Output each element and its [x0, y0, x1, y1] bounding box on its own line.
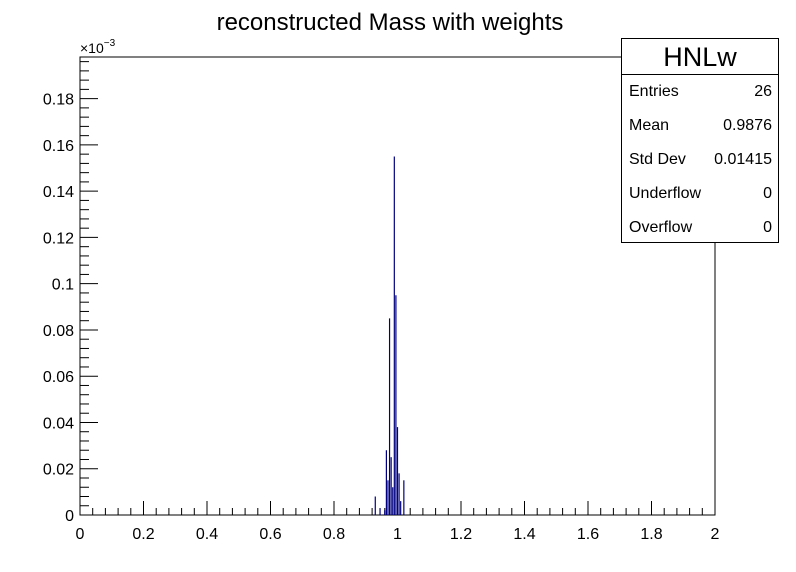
y-tick-label: 0.18 — [43, 92, 74, 109]
stats-label: Entries — [629, 83, 679, 100]
stats-value: 0.01415 — [714, 151, 772, 168]
stats-value: 0.9876 — [723, 117, 772, 134]
histogram-bars — [374, 156, 405, 515]
y-tick-label: 0.1 — [52, 277, 74, 294]
x-tick-label: 1.2 — [450, 526, 472, 543]
stats-row-overflow: Overflow 0 — [622, 211, 778, 245]
stats-label: Underflow — [629, 185, 702, 202]
stats-value: 0 — [763, 219, 772, 236]
y-exponent-base: ×10 — [80, 40, 104, 56]
y-tick-label: 0.04 — [43, 415, 74, 432]
stats-row-std-dev: Std Dev 0.01415 — [622, 143, 778, 177]
stats-value: 0 — [763, 185, 772, 202]
x-tick-label: 0 — [76, 526, 85, 543]
x-tick-label: 1.8 — [640, 526, 662, 543]
x-tick-label: 1 — [393, 526, 402, 543]
x-tick-label: 1.4 — [513, 526, 535, 543]
chart-title: reconstructed Mass with weights — [217, 9, 564, 36]
stats-label: Mean — [629, 117, 670, 134]
y-tick-label: 0 — [65, 508, 74, 525]
stats-title: HNLw — [622, 39, 778, 75]
y-tick-label: 0.06 — [43, 369, 74, 386]
stats-row-mean: Mean 0.9876 — [622, 109, 778, 143]
x-tick-label: 0.2 — [132, 526, 154, 543]
stats-row-entries: Entries 26 — [622, 75, 778, 109]
y-tick-label: 0.02 — [43, 462, 74, 479]
stats-row-underflow: Underflow 0 — [622, 177, 778, 211]
y-exponent-label: ×10−3 — [80, 38, 116, 56]
stats-label: Std Dev — [629, 151, 686, 168]
stats-value: 26 — [754, 83, 772, 100]
x-tick-label: 1.6 — [577, 526, 599, 543]
x-tick-label: 0.8 — [323, 526, 345, 543]
x-tick-label: 0.6 — [259, 526, 281, 543]
y-tick-label: 0.14 — [43, 184, 74, 201]
stats-box: HNLw Entries 26 Mean 0.9876 Std Dev 0.01… — [621, 38, 779, 243]
x-tick-label: 2 — [711, 526, 720, 543]
y-tick-label: 0.16 — [43, 138, 74, 155]
stats-label: Overflow — [629, 219, 693, 236]
y-tick-label: 0.08 — [43, 323, 74, 340]
x-tick-label: 0.4 — [196, 526, 218, 543]
axis-ticks: 0 0.2 0.4 0.6 0.8 1 1.2 1.4 1.6 1.8 2 0 0.02 0.04 0.06… — [43, 61, 720, 543]
y-exponent-power: −3 — [104, 38, 116, 49]
y-tick-label: 0.12 — [43, 230, 74, 247]
